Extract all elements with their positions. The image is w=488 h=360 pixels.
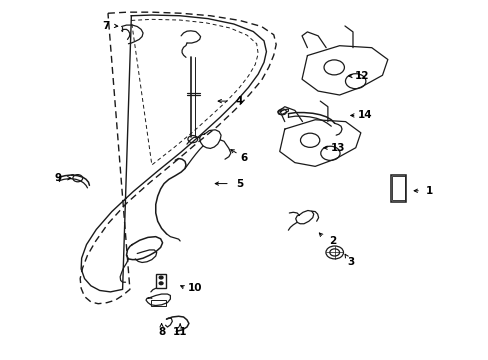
Bar [151, 300, 165, 306]
Text: 10: 10 [187, 283, 202, 293]
Text: 13: 13 [330, 143, 345, 153]
Bar [391, 176, 404, 201]
Circle shape [159, 282, 163, 285]
Text: 6: 6 [240, 153, 246, 163]
Circle shape [159, 276, 163, 279]
Text: 4: 4 [235, 96, 243, 106]
Bar [156, 274, 166, 288]
Text: 7: 7 [102, 21, 109, 31]
Bar [390, 175, 406, 202]
Text: 2: 2 [329, 236, 336, 246]
Text: 3: 3 [346, 257, 354, 267]
Text: 14: 14 [357, 111, 372, 121]
Text: 5: 5 [236, 179, 243, 189]
Text: 11: 11 [173, 327, 187, 337]
Text: 9: 9 [55, 173, 61, 183]
Text: 12: 12 [354, 71, 369, 81]
Text: 1: 1 [426, 186, 432, 196]
Text: 8: 8 [158, 327, 165, 337]
